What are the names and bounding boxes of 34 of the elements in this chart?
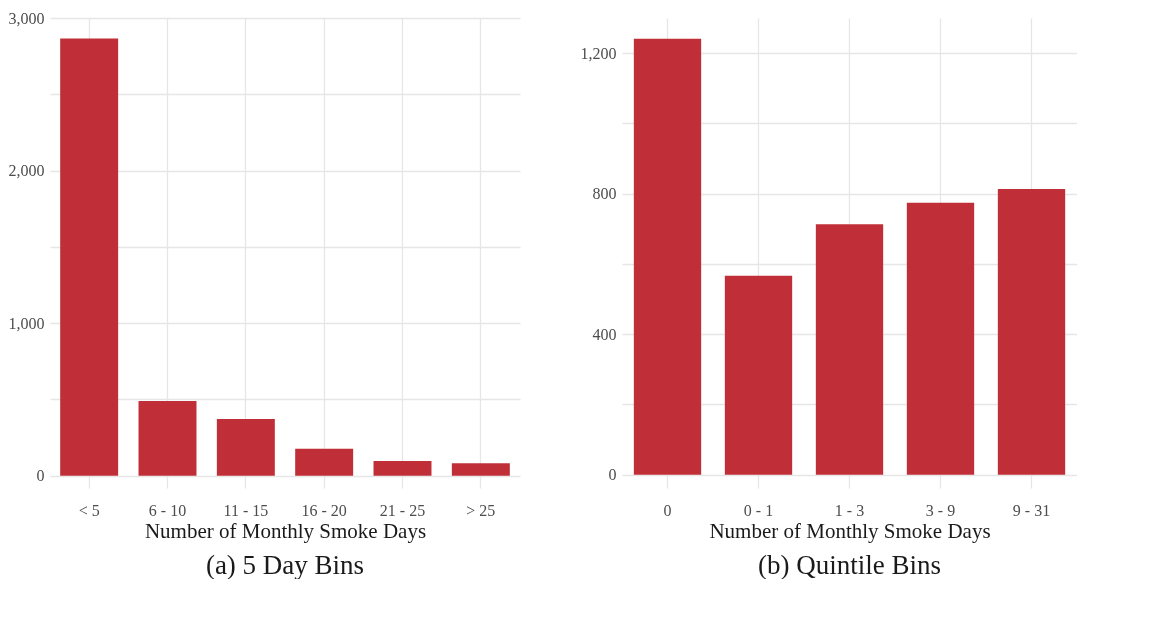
text: (b) Quintile Bins	[758, 550, 941, 580]
x-tick-label: 6 - 10	[148, 501, 187, 519]
x-tick-label: 0 - 1	[743, 501, 774, 519]
x-tick-label: < 5	[78, 501, 100, 519]
x-tick-label: 0	[663, 501, 672, 519]
text: (a) 5 Day Bins	[205, 550, 365, 580]
x-tick-label: 21 - 25	[379, 501, 426, 519]
x-tick-label: > 25	[466, 501, 496, 519]
bar	[815, 224, 884, 475]
x-tick-label: 1 - 3	[834, 501, 865, 519]
x-axis-title: Number of Monthly Smoke Days	[709, 518, 991, 543]
y-tick-label: 0	[608, 466, 617, 484]
bar	[451, 463, 510, 476]
bar	[906, 202, 975, 475]
x-axis-title: Number of Monthly Smoke Days	[144, 518, 427, 543]
y-tick-label: 2,000	[8, 162, 45, 180]
bar	[295, 448, 354, 476]
bar	[138, 401, 197, 476]
y-tick-label: 0	[36, 467, 45, 485]
y-tick-label: 3,000	[8, 9, 45, 27]
x-tick-label: 3 - 9	[925, 501, 956, 519]
bar	[633, 38, 702, 475]
y-tick-label: 1,000	[8, 314, 45, 332]
x-tick-label: 16 - 20	[301, 501, 347, 519]
bar	[60, 38, 119, 476]
bar	[216, 419, 275, 476]
bar	[373, 460, 432, 476]
bar	[997, 189, 1066, 475]
y-tick-label: 1,200	[580, 44, 617, 62]
bar	[724, 275, 793, 475]
y-tick-label: 400	[592, 325, 617, 343]
y-tick-label: 800	[592, 185, 617, 203]
x-tick-label: 9 - 31	[1012, 501, 1051, 519]
x-tick-label: 11 - 15	[223, 501, 269, 519]
